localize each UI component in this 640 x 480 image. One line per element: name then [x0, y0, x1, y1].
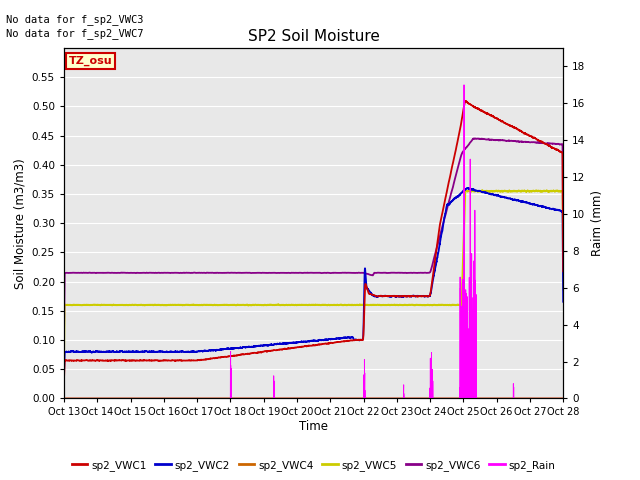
Text: TZ_osu: TZ_osu	[69, 56, 113, 66]
Text: No data for f_sp2_VWC7: No data for f_sp2_VWC7	[6, 28, 144, 39]
Y-axis label: Soil Moisture (m3/m3): Soil Moisture (m3/m3)	[13, 158, 26, 288]
Legend: sp2_VWC1, sp2_VWC2, sp2_VWC4, sp2_VWC5, sp2_VWC6, sp2_Rain: sp2_VWC1, sp2_VWC2, sp2_VWC4, sp2_VWC5, …	[67, 456, 560, 475]
Text: No data for f_sp2_VWC3: No data for f_sp2_VWC3	[6, 13, 144, 24]
X-axis label: Time: Time	[299, 420, 328, 433]
Y-axis label: Raim (mm): Raim (mm)	[591, 190, 604, 256]
Title: SP2 Soil Moisture: SP2 Soil Moisture	[248, 29, 380, 44]
